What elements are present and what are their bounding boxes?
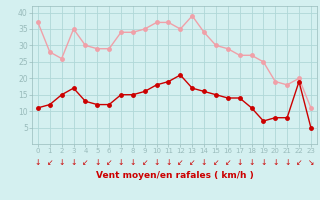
Text: ↓: ↓	[70, 158, 77, 167]
Text: ↓: ↓	[59, 158, 65, 167]
Text: ↙: ↙	[225, 158, 231, 167]
Text: ↓: ↓	[201, 158, 207, 167]
Text: ↙: ↙	[82, 158, 89, 167]
Text: ↙: ↙	[177, 158, 184, 167]
Text: ↙: ↙	[106, 158, 112, 167]
Text: ↙: ↙	[47, 158, 53, 167]
Text: ↓: ↓	[118, 158, 124, 167]
Text: ↓: ↓	[130, 158, 136, 167]
Text: ↓: ↓	[236, 158, 243, 167]
Text: ↓: ↓	[248, 158, 255, 167]
Text: ↙: ↙	[189, 158, 196, 167]
Text: ↘: ↘	[308, 158, 314, 167]
X-axis label: Vent moyen/en rafales ( km/h ): Vent moyen/en rafales ( km/h )	[96, 171, 253, 180]
Text: ↓: ↓	[153, 158, 160, 167]
Text: ↓: ↓	[35, 158, 41, 167]
Text: ↓: ↓	[284, 158, 290, 167]
Text: ↓: ↓	[94, 158, 100, 167]
Text: ↙: ↙	[213, 158, 219, 167]
Text: ↙: ↙	[296, 158, 302, 167]
Text: ↓: ↓	[260, 158, 267, 167]
Text: ↓: ↓	[165, 158, 172, 167]
Text: ↙: ↙	[141, 158, 148, 167]
Text: ↓: ↓	[272, 158, 278, 167]
